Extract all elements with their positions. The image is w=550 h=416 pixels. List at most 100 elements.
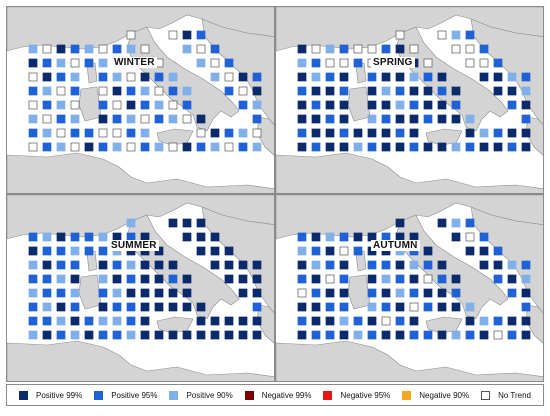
legend-swatch-negative-95 [323, 390, 333, 400]
trend-cell [297, 330, 307, 340]
trend-cell [70, 114, 80, 124]
trend-cell [409, 330, 419, 340]
trend-cell [325, 302, 335, 312]
trend-cell [168, 114, 178, 124]
trend-cell [465, 128, 475, 138]
trend-cell [521, 260, 531, 270]
trend-cell [297, 86, 307, 96]
trend-cell [353, 246, 363, 256]
trend-cell [210, 58, 220, 68]
trend-cell [238, 128, 248, 138]
trend-cell [126, 128, 136, 138]
trend-cell [423, 330, 433, 340]
trend-cell [437, 218, 447, 228]
trend-cell [409, 260, 419, 270]
trend-cell [437, 100, 447, 110]
trend-cell [98, 128, 108, 138]
trend-cell [98, 316, 108, 326]
trend-cell [42, 128, 52, 138]
trend-cell [28, 232, 38, 242]
trend-cell [339, 288, 349, 298]
trend-cell [423, 86, 433, 96]
trend-cell [409, 274, 419, 284]
trend-cell [238, 142, 248, 152]
trend-cell [238, 330, 248, 340]
trend-cell [395, 288, 405, 298]
trend-cell [479, 246, 489, 256]
trend-cell [196, 128, 206, 138]
legend-item-negative-95: Negative 95% [323, 390, 390, 400]
legend-label-positive-90: Positive 90% [186, 390, 233, 400]
trend-cell [437, 72, 447, 82]
trend-cell [168, 218, 178, 228]
trend-cell [381, 114, 391, 124]
trend-cell [297, 316, 307, 326]
trend-cell [479, 142, 489, 152]
trend-cell [437, 86, 447, 96]
trend-cell [224, 58, 234, 68]
trend-cell [154, 288, 164, 298]
trend-cell [423, 260, 433, 270]
trend-cell [98, 86, 108, 96]
trend-cell [325, 274, 335, 284]
trend-cell [311, 72, 321, 82]
trend-cell [311, 232, 321, 242]
trend-cell [140, 260, 150, 270]
trend-cell [353, 142, 363, 152]
trend-cell [182, 142, 192, 152]
trend-cell [70, 72, 80, 82]
trend-cell [395, 260, 405, 270]
trend-cell [140, 330, 150, 340]
season-label-spring: SPRING [371, 57, 415, 68]
trend-cell [521, 86, 531, 96]
trend-cell [367, 44, 377, 54]
trend-cell [297, 114, 307, 124]
trend-cell [196, 218, 206, 228]
trend-cell [42, 246, 52, 256]
trend-cell [451, 274, 461, 284]
trend-cell [70, 316, 80, 326]
trend-cell [98, 142, 108, 152]
trend-cell [311, 274, 321, 284]
trend-cell [182, 274, 192, 284]
trend-cell [381, 142, 391, 152]
trend-cell [224, 274, 234, 284]
trend-cell [437, 274, 447, 284]
trend-cell [493, 72, 503, 82]
trend-cell [56, 232, 66, 242]
trend-cell [196, 44, 206, 54]
trend-cell [451, 100, 461, 110]
trend-cell [395, 44, 405, 54]
trend-cell [325, 316, 335, 326]
trend-cell [140, 86, 150, 96]
trend-cell [252, 330, 262, 340]
trend-cell [154, 72, 164, 82]
trend-cell [451, 86, 461, 96]
trend-cell [154, 86, 164, 96]
trend-cell [311, 316, 321, 326]
legend-swatch-positive-95 [94, 390, 104, 400]
trend-cell [182, 218, 192, 228]
trend-cell [252, 142, 262, 152]
trend-cell [196, 142, 206, 152]
legend-swatch-no-trend [481, 390, 491, 400]
trend-cell [297, 128, 307, 138]
trend-cell [451, 142, 461, 152]
trend-cell [126, 114, 136, 124]
trend-cell [395, 100, 405, 110]
trend-cell [210, 44, 220, 54]
trend-cell [28, 260, 38, 270]
trend-cell [311, 58, 321, 68]
trend-cell [182, 100, 192, 110]
trend-cell [112, 44, 122, 54]
trend-cell [395, 128, 405, 138]
trend-cell [465, 30, 475, 40]
trend-cell [28, 302, 38, 312]
trend-cell [423, 288, 433, 298]
trend-cell [126, 218, 136, 228]
trend-cell [140, 302, 150, 312]
trend-cell [297, 274, 307, 284]
trend-cell [325, 232, 335, 242]
trend-cell [182, 288, 192, 298]
